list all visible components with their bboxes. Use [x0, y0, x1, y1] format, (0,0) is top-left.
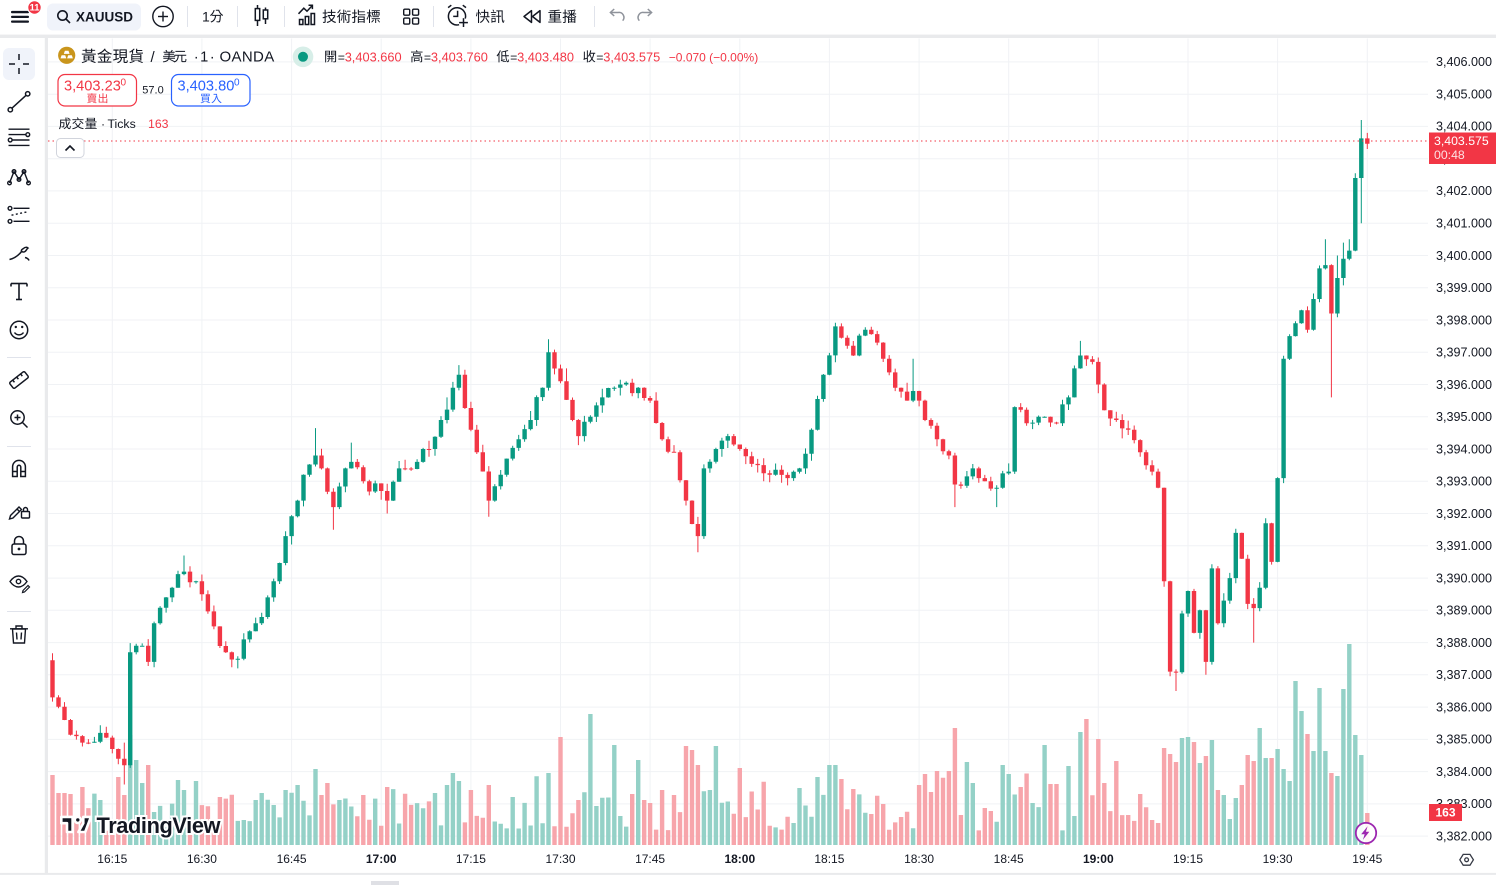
svg-text:3,401.000: 3,401.000 [1436, 217, 1492, 231]
svg-text:3,388.000: 3,388.000 [1436, 636, 1492, 650]
svg-text:OANDA: OANDA [220, 48, 275, 65]
svg-text:·: · [210, 48, 215, 65]
svg-text:3,403.760: 3,403.760 [431, 49, 488, 64]
svg-text:3,403.23: 3,403.23 [64, 79, 121, 95]
svg-text:3,387.000: 3,387.000 [1436, 668, 1492, 682]
svg-text:11: 11 [30, 3, 40, 13]
svg-text:3,403.660: 3,403.660 [345, 49, 402, 64]
svg-text:16:30: 16:30 [187, 852, 217, 866]
svg-text:3,404.000: 3,404.000 [1436, 120, 1492, 134]
svg-text:19:30: 19:30 [1263, 852, 1293, 866]
svg-text:=: = [338, 50, 345, 64]
svg-text:17:00: 17:00 [366, 852, 397, 866]
svg-text:19:45: 19:45 [1352, 852, 1382, 866]
svg-text:·: · [101, 117, 105, 131]
svg-text:3,398.000: 3,398.000 [1436, 313, 1492, 327]
svg-text:XAUUSD: XAUUSD [76, 9, 133, 24]
svg-text:TradingView: TradingView [97, 813, 221, 838]
svg-text:18:15: 18:15 [814, 852, 844, 866]
svg-text:3,400.000: 3,400.000 [1436, 249, 1492, 263]
svg-text:17:45: 17:45 [635, 852, 665, 866]
svg-text:0: 0 [234, 78, 240, 89]
svg-text:19:15: 19:15 [1173, 852, 1203, 866]
svg-text:/: / [151, 49, 156, 66]
svg-text:18:45: 18:45 [994, 852, 1024, 866]
svg-text:3,405.000: 3,405.000 [1436, 88, 1492, 102]
svg-text:=: = [424, 50, 431, 64]
svg-text:163: 163 [1435, 806, 1455, 820]
svg-text:3,394.000: 3,394.000 [1436, 442, 1492, 456]
svg-text:18:00: 18:00 [724, 852, 755, 866]
svg-text:3,397.000: 3,397.000 [1436, 346, 1492, 360]
svg-text:19:00: 19:00 [1083, 852, 1114, 866]
svg-text:3,382.000: 3,382.000 [1436, 829, 1492, 843]
svg-text:0: 0 [121, 78, 127, 89]
svg-text:3,402.000: 3,402.000 [1436, 184, 1492, 198]
svg-text:−0.070 (−0.00%): −0.070 (−0.00%) [669, 50, 758, 64]
svg-text:3,406.000: 3,406.000 [1436, 55, 1492, 69]
svg-text:16:15: 16:15 [97, 852, 127, 866]
svg-text:3,384.000: 3,384.000 [1436, 765, 1492, 779]
svg-text:3,385.000: 3,385.000 [1436, 733, 1492, 747]
svg-text:16:45: 16:45 [277, 852, 307, 866]
svg-text:3,390.000: 3,390.000 [1436, 571, 1492, 585]
svg-text:=: = [596, 50, 603, 64]
svg-text:17:15: 17:15 [456, 852, 486, 866]
svg-text:3,403.575: 3,403.575 [603, 49, 660, 64]
svg-text:1: 1 [202, 8, 210, 24]
svg-text:17:30: 17:30 [545, 852, 575, 866]
svg-text:·: · [194, 48, 199, 65]
svg-text:3,392.000: 3,392.000 [1436, 507, 1492, 521]
svg-text:163: 163 [148, 117, 169, 131]
svg-text:Ticks: Ticks [108, 117, 136, 131]
svg-text:3,386.000: 3,386.000 [1436, 700, 1492, 714]
svg-text:3,399.000: 3,399.000 [1436, 281, 1492, 295]
svg-text:3,391.000: 3,391.000 [1436, 539, 1492, 553]
svg-text:3,403.575: 3,403.575 [1434, 134, 1489, 148]
svg-text:3,389.000: 3,389.000 [1436, 604, 1492, 618]
svg-text:3,393.000: 3,393.000 [1436, 475, 1492, 489]
svg-text:1: 1 [200, 49, 208, 65]
svg-text:3,403.80: 3,403.80 [178, 79, 235, 95]
svg-text:3,396.000: 3,396.000 [1436, 378, 1492, 392]
svg-text:18:30: 18:30 [904, 852, 934, 866]
svg-text:3,395.000: 3,395.000 [1436, 410, 1492, 424]
svg-text:=: = [510, 50, 517, 64]
svg-text:57.0: 57.0 [142, 85, 163, 97]
svg-text:3,403.480: 3,403.480 [517, 49, 574, 64]
svg-text:00:48: 00:48 [1434, 148, 1465, 162]
